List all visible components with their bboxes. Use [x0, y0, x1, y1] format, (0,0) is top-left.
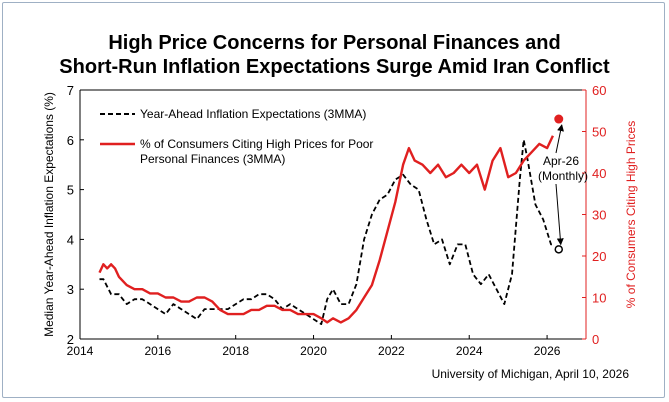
x-tick-label: 2020 [300, 344, 327, 358]
y-left-tick-label: 4 [67, 232, 74, 247]
series-line-high-prices [98, 135, 554, 324]
y-right-tick-label: 10 [592, 291, 606, 306]
series-lines [98, 135, 555, 326]
legend-label-expectations: Year-Ahead Inflation Expectations (3MMA) [140, 107, 366, 121]
chart-frame [2, 2, 665, 398]
annotation: Apr-26 (Monthly) [538, 114, 588, 254]
y-right-tick-label: 30 [592, 208, 606, 223]
axes: 2014 2016 2018 2020 2022 2024 2026 2 3 4 5 6 7 0 10 20 3… [42, 83, 638, 358]
legend-label-high-prices-line1: % of Consumers Citing High Prices for Po… [140, 137, 373, 151]
legend-label-high-prices-line2: Personal Finances (3MMA) [140, 152, 285, 166]
y-left-tick-label: 2 [67, 332, 74, 347]
x-tick-label: 2024 [456, 344, 483, 358]
y-left-axis-title: Median Year-Ahead Inflation Expectations… [42, 92, 56, 337]
y-left-tick-label: 6 [67, 133, 74, 148]
annotation-arrow-high-prices [555, 124, 564, 154]
legend: Year-Ahead Inflation Expectations (3MMA)… [100, 107, 373, 166]
x-tick-label: 2022 [378, 344, 405, 358]
y-right-tick-label: 60 [592, 83, 606, 98]
y-right-tick-label: 50 [592, 125, 606, 140]
y-left-tick-label: 3 [67, 282, 74, 297]
y-left-tick-label: 7 [67, 83, 74, 98]
x-tick-label: 2018 [222, 344, 249, 358]
y-right-tick-label: 40 [592, 166, 606, 181]
y-left-tick-label: 5 [67, 183, 74, 198]
y-right-axis-title: % of Consumers Citing High Prices [624, 121, 638, 308]
annotation-label-line2: (Monthly) [538, 169, 588, 183]
x-tick-label: 2014 [67, 344, 94, 358]
y-right-tick-label: 20 [592, 249, 606, 264]
x-tick-label: 2016 [144, 344, 171, 358]
monthly-point-high-prices [554, 114, 564, 124]
chart-title-line1: High Price Concerns for Personal Finance… [108, 32, 561, 54]
source-note: University of Michigan, April 10, 2026 [431, 367, 629, 381]
x-tick-label: 2026 [534, 344, 561, 358]
annotation-arrow-expectations [555, 183, 564, 246]
series-line-expectations [99, 138, 555, 326]
monthly-point-expectations [554, 245, 564, 254]
annotation-label-line1: Apr-26 [543, 154, 579, 168]
chart-title-line2: Short-Run Inflation Expectations Surge A… [59, 56, 610, 78]
y-right-tick-label: 0 [592, 332, 599, 347]
